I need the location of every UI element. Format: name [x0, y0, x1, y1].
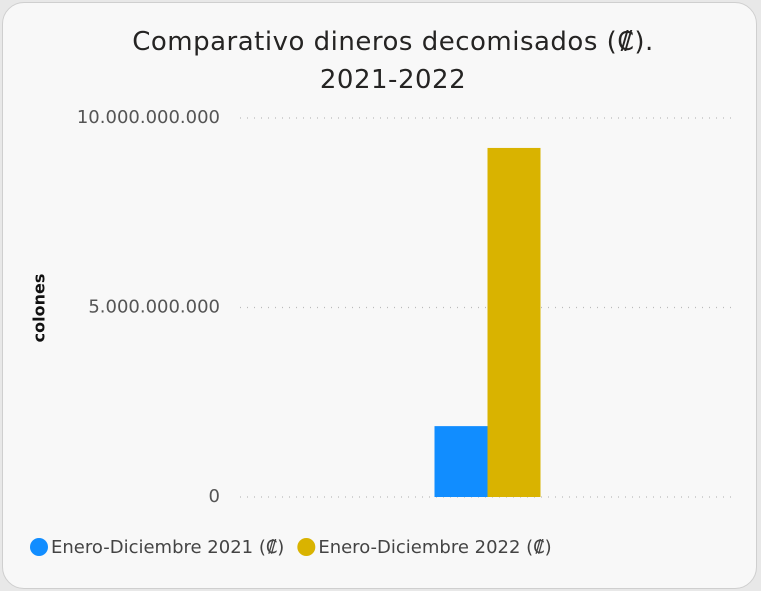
y-tick-label: 0: [209, 486, 220, 507]
legend-marker: [297, 538, 316, 556]
legend-marker: [30, 538, 48, 556]
bar: [434, 426, 488, 497]
legend-label: Enero-Diciembre 2021 (₡): [51, 537, 284, 558]
y-tick-label: 10.000.000.000: [77, 107, 220, 128]
chart-title: Comparativo dineros decomisados (₡). 202…: [132, 27, 654, 95]
y-tick-label: 5.000.000.000: [88, 297, 220, 318]
y-axis-label: colones: [30, 274, 49, 343]
legend-label: Enero-Diciembre 2022 (₡): [318, 537, 551, 558]
bar: [487, 147, 541, 498]
